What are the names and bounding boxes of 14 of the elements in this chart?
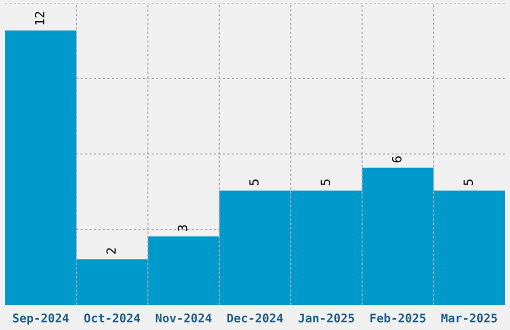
- x-tick-label: Mar-2025: [441, 314, 497, 322]
- data-label: 12: [34, 12, 44, 24]
- x-tick-label: Dec-2024: [227, 314, 283, 322]
- data-label: 6: [392, 156, 402, 162]
- data-label: 5: [464, 180, 473, 186]
- x-tick-label: Sep-2024: [13, 314, 69, 325]
- data-label: 3: [178, 225, 188, 231]
- x-tick-label: Nov-2024: [156, 314, 212, 322]
- x-tick-label: Jan-2025: [298, 314, 354, 322]
- x-tick-label: Feb-2025: [370, 313, 426, 322]
- data-label: 2: [106, 248, 116, 254]
- x-tick-label: Oct-2024: [84, 314, 140, 322]
- data-label: 5: [320, 180, 330, 186]
- data-label: 5: [249, 180, 259, 186]
